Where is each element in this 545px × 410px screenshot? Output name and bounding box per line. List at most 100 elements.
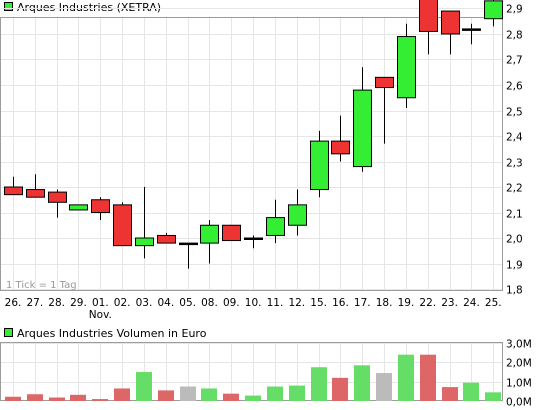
volume-bar: [201, 388, 217, 401]
volume-bar: [311, 367, 327, 401]
x-tick-label: 03.: [136, 297, 153, 309]
volume-bar: [332, 377, 348, 401]
candle: [288, 189, 307, 236]
price-y-tick-label: 2,3: [506, 158, 523, 170]
volume-bar: [376, 373, 392, 401]
x-tick-label: 18.: [376, 297, 393, 309]
candle: [266, 199, 285, 244]
x-tick-label: 24.: [463, 297, 480, 309]
volume-bar: [245, 395, 261, 401]
volume-y-axis: 0,0M 1,0M 2,0M 3,0M: [506, 339, 532, 409]
candle: [419, 0, 438, 55]
price-y-tick-label: 1,9: [506, 260, 523, 272]
volume-bar: [114, 388, 130, 401]
candle: [462, 23, 481, 45]
candle-body: [353, 89, 372, 168]
price-legend-swatch: [4, 2, 13, 11]
candle: [375, 76, 394, 144]
x-tick-label: 19.: [398, 297, 415, 309]
x-tick-label: 22.: [419, 297, 436, 309]
candle-body: [157, 234, 176, 244]
volume-bar: [267, 386, 283, 401]
candle-body: [91, 199, 110, 213]
month-label: Nov.: [89, 309, 112, 321]
candle-body: [135, 237, 154, 247]
volume-bar: [354, 365, 370, 401]
price-y-tick-label: 2,8: [506, 30, 523, 42]
candle: [48, 189, 67, 218]
candle: [200, 220, 219, 264]
candle-body: [375, 76, 394, 89]
volume-bar: [158, 390, 174, 401]
volume-bars: [5, 354, 501, 401]
x-tick-label: 10.: [245, 297, 262, 309]
x-tick-label: 23.: [441, 297, 458, 309]
x-tick-label: 12.: [288, 297, 305, 309]
volume-bar: [420, 354, 436, 401]
candle: [244, 235, 263, 249]
candle: [26, 174, 45, 198]
candle-body: [331, 140, 350, 155]
price-y-tick-label: 1,8: [506, 285, 523, 297]
volume-bar: [223, 393, 239, 401]
price-y-tick-label: 2,4: [506, 132, 523, 144]
candle-body: [200, 224, 219, 244]
x-tick-label: 01.: [92, 297, 109, 309]
price-y-tick-label: 2,6: [506, 81, 523, 93]
candle-body: [310, 140, 329, 191]
volume-y-tick-label: 1,0M: [506, 378, 532, 390]
price-y-tick-label: 2,7: [506, 55, 523, 67]
price-legend-label: Arques Industries (XETRA): [17, 1, 161, 14]
volume-bar: [27, 394, 43, 401]
candle: [331, 115, 350, 162]
volume-bar: [442, 387, 458, 401]
candle: [310, 130, 329, 198]
volume-bar: [136, 372, 152, 401]
volume-y-tick-label: 2,0M: [506, 358, 532, 370]
candle-body: [441, 10, 460, 35]
candle: [179, 242, 198, 269]
volume-y-tick-label: 3,0M: [506, 339, 532, 351]
x-tick-label: 15.: [310, 297, 327, 309]
candle-body: [397, 36, 416, 99]
candle-body: [462, 28, 481, 31]
candle-body: [484, 0, 503, 20]
x-tick-label: 16.: [332, 297, 349, 309]
candle: [353, 67, 372, 172]
volume-bar: [398, 354, 414, 401]
volume-bar: [92, 399, 108, 401]
volume-bar: [70, 394, 86, 401]
candle: [135, 187, 154, 259]
x-tick-label: 17.: [354, 297, 371, 309]
candle-body: [244, 237, 263, 240]
candle: [441, 10, 460, 55]
candle: [484, 0, 503, 27]
candle: [397, 23, 416, 108]
candle: [222, 224, 241, 242]
x-tick-label: 09.: [223, 297, 240, 309]
candle-body: [26, 189, 45, 198]
candle: [4, 176, 23, 196]
candle-body: [179, 242, 198, 246]
candle-body: [419, 0, 438, 32]
volume-y-tick-label: 0,0M: [506, 397, 532, 409]
volume-bar: [463, 382, 479, 401]
price-y-tick-label: 2,1: [506, 209, 523, 221]
volume-bar: [289, 385, 305, 401]
tick-note: 1 Tick = 1 Tag: [6, 280, 77, 291]
x-tick-label: 11.: [267, 297, 284, 309]
x-tick-label: 02.: [114, 297, 131, 309]
candle-body: [266, 217, 285, 236]
x-tick-label: 04.: [157, 297, 174, 309]
x-tick-label: 25.: [485, 297, 502, 309]
price-plot-area: [0, 17, 503, 291]
x-tick-label: 28.: [48, 297, 65, 309]
volume-bar: [49, 397, 65, 401]
candle-body: [4, 186, 23, 196]
x-tick-label: 05.: [179, 297, 196, 309]
volume-legend-label: Arques Industries Volumen in Euro: [17, 327, 207, 340]
volume-bar: [485, 392, 501, 401]
candle: [113, 202, 132, 247]
candlesticks: [4, 0, 503, 269]
